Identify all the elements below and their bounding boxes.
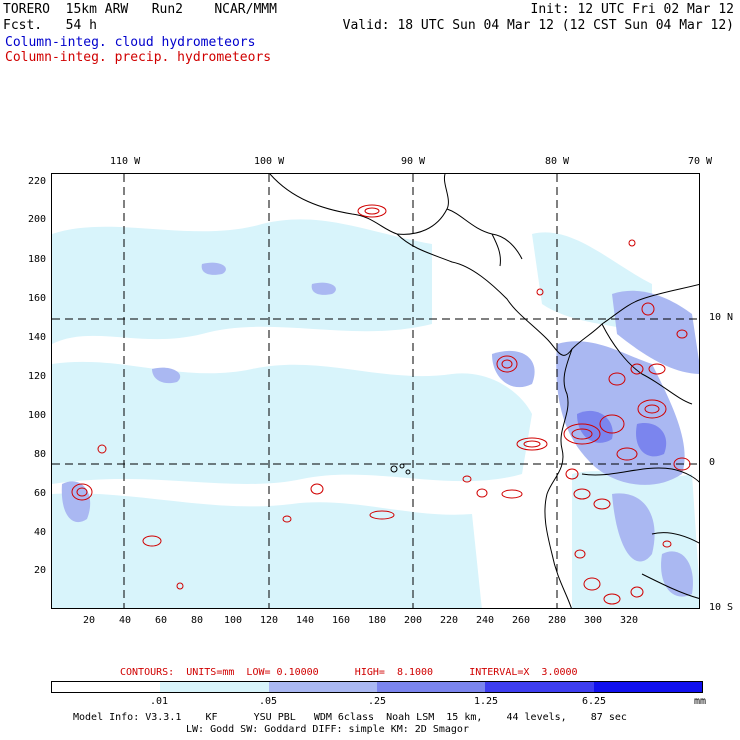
x-label: 200 (404, 615, 423, 626)
colorbar-bin (268, 682, 377, 692)
x-label: 140 (296, 615, 315, 626)
colorbar-label: 6.25 (582, 696, 607, 707)
colorbar-label: .25 (368, 696, 387, 707)
x-label: 20 (83, 615, 96, 626)
x-label: 100 (224, 615, 243, 626)
y-label: 100 (28, 410, 47, 421)
x-label: 320 (620, 615, 639, 626)
y-label: 140 (28, 332, 47, 343)
colorbar-bin (160, 682, 269, 692)
x-label: 160 (332, 615, 351, 626)
x-label: 260 (512, 615, 531, 626)
colorbar-bin (52, 682, 161, 692)
forecast-hour: Fcst. 54 h (3, 18, 97, 33)
model-info-line2: LW: Godd SW: Goddard DIFF: simple KM: 2D… (186, 724, 469, 735)
lat-label-10s: 10 S (709, 602, 734, 613)
lon-label-80w: 80 W (545, 156, 570, 167)
lon-label-110w: 110 W (110, 156, 141, 167)
y-label: 200 (28, 214, 47, 225)
lat-label-0: 0 (709, 457, 716, 468)
x-label: 80 (191, 615, 204, 626)
coastlines (269, 174, 699, 608)
y-label: 80 (34, 449, 47, 460)
model-title: TORERO 15km ARW Run2 NCAR/MMM (3, 2, 277, 17)
lat-label-10n: 10 N (709, 312, 734, 323)
init-time: Init: 12 UTC Fri 02 Mar 12 (530, 2, 735, 17)
x-label: 60 (155, 615, 168, 626)
y-label: 60 (34, 488, 47, 499)
map-svg (52, 174, 699, 608)
y-label: 180 (28, 254, 47, 265)
y-label: 20 (34, 565, 47, 576)
precip-contours (71, 204, 691, 605)
galapagos-islands (390, 463, 411, 475)
lon-label-100w: 100 W (254, 156, 285, 167)
colorbar (51, 681, 703, 693)
lon-label-70w: 70 W (688, 156, 713, 167)
field-precip-label: Column-integ. precip. hydrometeors (5, 50, 272, 65)
cloud-shading-light (52, 219, 699, 608)
y-label: 160 (28, 293, 47, 304)
map-plot-area (51, 173, 700, 609)
x-label: 120 (260, 615, 279, 626)
colorbar-bin (593, 682, 702, 692)
y-label: 40 (34, 527, 47, 538)
x-label: 300 (584, 615, 603, 626)
valid-time: Valid: 18 UTC Sun 04 Mar 12 (12 CST Sun … (342, 18, 734, 33)
field-cloud-label: Column-integ. cloud hydrometeors (5, 35, 256, 50)
colorbar-label: 1.25 (474, 696, 499, 707)
colorbar-units: mm (694, 696, 707, 707)
colorbar-bin (376, 682, 486, 692)
model-info-line1: Model Info: V3.3.1 KF YSU PBL WDM 6class… (73, 712, 627, 723)
x-label: 280 (548, 615, 567, 626)
colorbar-bin (485, 682, 594, 692)
y-label: 220 (28, 176, 47, 187)
x-label: 220 (440, 615, 459, 626)
contour-info: CONTOURS: UNITS=mm LOW= 0.10000 HIGH= 8.… (120, 667, 578, 678)
lon-label-90w: 90 W (401, 156, 426, 167)
x-label: 240 (476, 615, 495, 626)
x-label: 40 (119, 615, 132, 626)
x-label: 180 (368, 615, 387, 626)
colorbar-label: .01 (150, 696, 169, 707)
lat-lon-grid (52, 174, 699, 608)
colorbar-label: .05 (259, 696, 278, 707)
y-label: 120 (28, 371, 47, 382)
